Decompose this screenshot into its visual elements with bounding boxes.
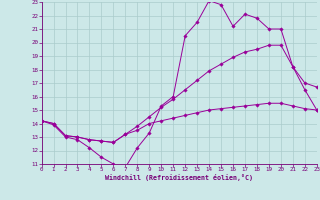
X-axis label: Windchill (Refroidissement éolien,°C): Windchill (Refroidissement éolien,°C) (105, 174, 253, 181)
